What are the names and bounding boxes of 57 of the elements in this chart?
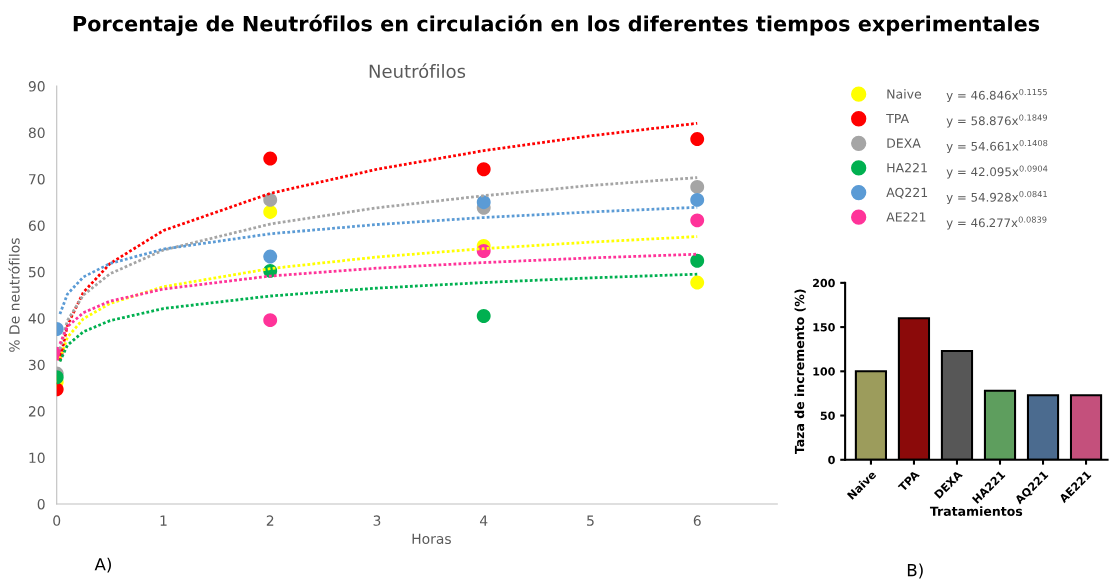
- x-tick-label: 3: [373, 515, 381, 526]
- point: [263, 249, 278, 264]
- x-tick-label: 2: [266, 515, 274, 526]
- y-tick-label: 70: [29, 173, 45, 185]
- text: y = 54.661x$^{0.1408}$: [946, 139, 1048, 154]
- x-tick-label: 1: [160, 515, 167, 526]
- y-tick-label: 10: [29, 452, 45, 464]
- point: [690, 132, 705, 147]
- point: [476, 195, 491, 210]
- x-tick-label: 0: [53, 515, 61, 526]
- text: y = 54.928x$^{0.0841}$: [946, 190, 1047, 205]
- y-tick-label: 50: [29, 266, 45, 278]
- y-tick-label: 80: [28, 127, 45, 139]
- point: [690, 179, 705, 194]
- x-tick-label: 6: [693, 515, 701, 526]
- point: [263, 313, 278, 328]
- point: [690, 253, 705, 268]
- y-axis-title: % De neutrófilos: [8, 238, 20, 352]
- point: [690, 213, 705, 228]
- y-axis-title: Taza de incremento (%): [794, 289, 806, 455]
- chart-title: Porcentaje de Neutrófilos en circulación en los diferentes tiempos experimentales: [73, 14, 1040, 36]
- text: y = 42.095x$^{0.0904}$: [946, 165, 1048, 179]
- y-tick-label: 200: [813, 278, 835, 288]
- legend-label: AE221: [886, 212, 926, 222]
- x-tick-label: 5: [587, 515, 594, 526]
- point: [690, 192, 705, 207]
- chart-subtitle: Neutrófilos: [369, 63, 466, 79]
- legend-label: TPA: [886, 114, 910, 124]
- point: [476, 309, 491, 323]
- y-tick-label: 150: [813, 323, 835, 332]
- legend-label: Naive: [887, 89, 922, 99]
- line-series: [58, 235, 699, 361]
- y-tick-label: 60: [28, 220, 45, 231]
- x-tick-label: TPA: [897, 469, 920, 492]
- text: B): [907, 563, 923, 579]
- y-tick-label: 100: [813, 367, 835, 376]
- point: [690, 275, 705, 290]
- point: [476, 162, 491, 177]
- y-tick-label: 0: [828, 455, 835, 465]
- point: [263, 205, 278, 219]
- text: y = 58.876x$^{0.1849}$: [946, 114, 1047, 128]
- y-tick-label: 50: [820, 411, 835, 420]
- x-axis-title: Tratamientos: [929, 506, 1023, 516]
- y-tick-label: 90: [28, 81, 45, 92]
- legend-label: DEXA: [887, 138, 921, 148]
- y-tick-label: 20: [28, 406, 45, 417]
- y-tick-label: 40: [28, 313, 45, 324]
- legend-label: HA221: [887, 163, 927, 173]
- text: y = 46.277x$^{0.0839}$: [946, 216, 1047, 230]
- x-axis-title: Horas: [412, 533, 451, 545]
- text: y = 46.846x$^{0.1155}$: [946, 88, 1047, 103]
- text: A): [94, 557, 111, 573]
- legend-label: AQ221: [886, 187, 928, 199]
- y-tick-label: 30: [28, 359, 45, 371]
- point: [263, 192, 278, 207]
- point: [263, 151, 278, 166]
- x-tick-label: 4: [479, 515, 488, 526]
